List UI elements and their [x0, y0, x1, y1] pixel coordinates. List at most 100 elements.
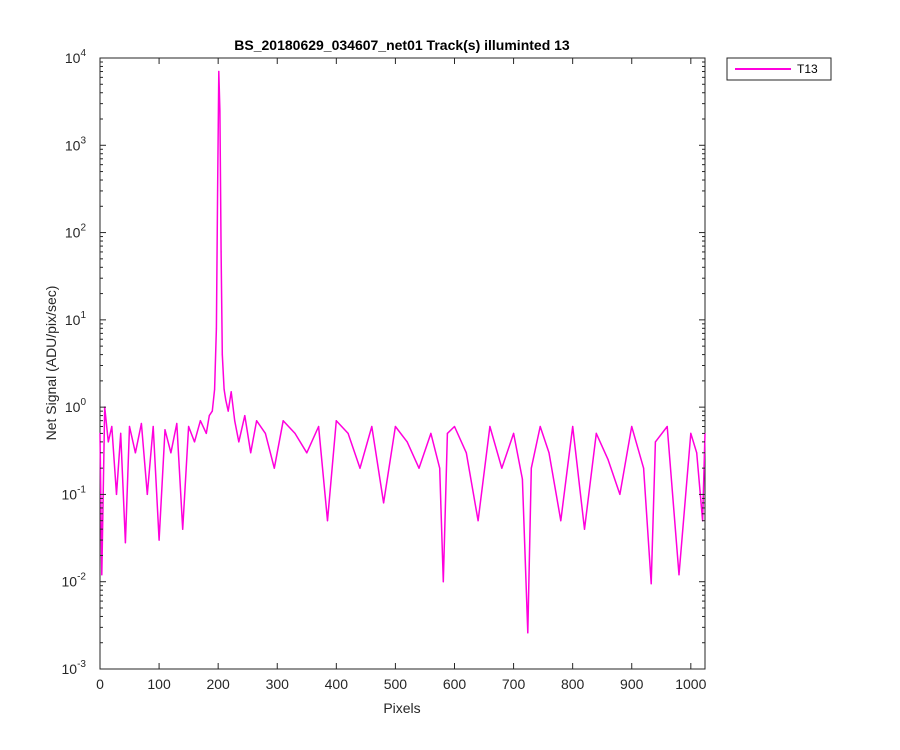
- data-point: [221, 354, 223, 356]
- data-point: [230, 391, 232, 393]
- data-point: [418, 467, 420, 469]
- y-tick-label: 10-2: [62, 572, 87, 590]
- data-point: [465, 452, 467, 454]
- data-point: [214, 388, 216, 390]
- data-point: [595, 432, 597, 434]
- data-point: [140, 422, 142, 425]
- data-point: [513, 432, 515, 434]
- data-point: [128, 425, 131, 428]
- data-point: [446, 432, 448, 434]
- data-point: [306, 452, 308, 454]
- data-point: [359, 467, 361, 469]
- data-point: [199, 420, 201, 422]
- data-point: [318, 425, 320, 428]
- x-tick-label: 800: [561, 676, 585, 692]
- chart-title: BS_20180629_034607_net01 Track(s) illumi…: [234, 37, 570, 53]
- data-point: [607, 459, 609, 461]
- data-point: [501, 467, 503, 469]
- data-point: [572, 425, 574, 428]
- data-point: [560, 520, 562, 522]
- y-tick-label: 100: [65, 397, 87, 415]
- data-point: [394, 425, 396, 428]
- data-point: [220, 251, 222, 253]
- data-point: [205, 432, 207, 434]
- data-point: [477, 520, 479, 522]
- x-tick-label: 600: [443, 676, 467, 692]
- x-tick-label: 0: [96, 676, 104, 692]
- data-point: [227, 410, 229, 412]
- x-tick-label: 700: [502, 676, 526, 692]
- data-point: [115, 493, 118, 495]
- series-layer: [99, 70, 706, 634]
- data-point: [650, 583, 652, 585]
- x-axis-label: Pixels: [383, 700, 420, 716]
- data-point: [215, 327, 217, 329]
- data-point: [442, 581, 444, 583]
- data-point: [223, 388, 225, 390]
- data-point: [188, 425, 190, 428]
- data-point: [234, 420, 236, 422]
- y-tick-label: 10-1: [62, 484, 87, 502]
- data-point: [282, 420, 284, 422]
- data-point: [619, 493, 621, 495]
- data-point: [696, 452, 698, 454]
- x-tick-label: 400: [325, 676, 349, 692]
- plot-frame: [99, 57, 706, 670]
- x-tick-label: 300: [266, 676, 290, 692]
- data-point: [583, 528, 586, 530]
- series-line-t13: [99, 70, 706, 634]
- data-point: [164, 429, 166, 431]
- data-point: [101, 574, 103, 576]
- data-point: [530, 467, 532, 469]
- data-point: [111, 425, 113, 428]
- data-point: [631, 425, 633, 428]
- data-point: [217, 190, 219, 192]
- data-point: [211, 410, 213, 412]
- data-point: [225, 399, 227, 401]
- data-point: [326, 520, 329, 522]
- data-point: [264, 432, 266, 434]
- data-point: [107, 441, 109, 443]
- data-point: [406, 441, 408, 443]
- y-axis-ticks: 10-3 10-2 10-1 100 101 102 103 104: [62, 48, 705, 677]
- data-point: [643, 467, 645, 469]
- data-point: [219, 110, 221, 112]
- y-tick-label: 102: [65, 223, 87, 241]
- data-point: [218, 70, 220, 73]
- data-point: [521, 478, 524, 480]
- data-point: [193, 441, 196, 443]
- data-point: [383, 502, 385, 504]
- data-point: [439, 467, 441, 469]
- data-point: [182, 528, 184, 530]
- data-point: [238, 441, 240, 443]
- legend: T13: [726, 57, 832, 81]
- data-point: [548, 452, 550, 454]
- data-point: [666, 425, 668, 428]
- data-point: [244, 415, 246, 417]
- y-tick-label: 104: [65, 48, 87, 66]
- data-point: [294, 432, 296, 434]
- legend-label-t13: T13: [797, 62, 818, 76]
- data-point: [453, 425, 456, 428]
- data-point: [120, 432, 122, 434]
- data-point: [146, 493, 148, 495]
- x-tick-label: 1000: [675, 676, 706, 692]
- data-point: [152, 425, 154, 428]
- data-point: [134, 452, 136, 454]
- data-point: [430, 432, 432, 434]
- data-point: [124, 542, 126, 544]
- data-point: [273, 467, 275, 469]
- data-point: [347, 432, 349, 434]
- data-point: [335, 420, 337, 422]
- data-point: [256, 420, 258, 422]
- data-point: [654, 441, 657, 443]
- x-tick-label: 100: [147, 676, 171, 692]
- data-point: [489, 425, 491, 428]
- data-point: [208, 415, 210, 417]
- x-tick-label: 200: [206, 676, 230, 692]
- data-point: [250, 452, 252, 454]
- y-tick-label: 101: [65, 310, 87, 328]
- x-tick-label: 500: [384, 676, 408, 692]
